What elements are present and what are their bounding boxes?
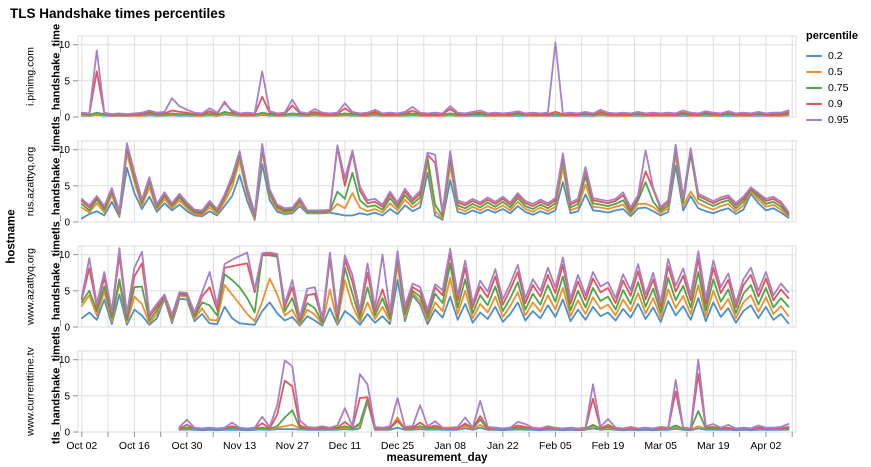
legend: percentile 0.2 0.5 0.75 0.9 0.95 — [806, 30, 858, 128]
series-line-p0.9 — [80, 70, 790, 116]
y-tick-label: 10 — [59, 250, 71, 261]
legend-label: 0.2 — [828, 50, 843, 62]
legend-swatch — [806, 103, 822, 105]
x-tick-label: Nov 13 — [223, 440, 256, 452]
x-tick-label: Oct 02 — [66, 440, 97, 452]
y-tick-label: 10 — [59, 40, 71, 51]
x-tick-label: Apr 02 — [750, 440, 781, 452]
facet-frame — [77, 245, 797, 328]
y-tick-label: 5 — [64, 76, 70, 87]
series-line-p0.5 — [80, 262, 790, 325]
legend-item-0.2: 0.2 — [806, 48, 858, 64]
x-tick-label: Jan 22 — [487, 440, 519, 452]
y-axis-title: tls_handshake_time — [50, 338, 63, 444]
x-tick-label: Mar 19 — [697, 440, 730, 452]
legend-item-0.5: 0.5 — [806, 64, 858, 80]
x-tick-label: Jan 08 — [434, 440, 466, 452]
y-tick-label: 0 — [64, 428, 70, 439]
series-line-p0.95 — [80, 142, 790, 215]
row-axis-title: hostname — [5, 209, 18, 264]
facet-frame — [77, 35, 797, 118]
series-line-p0.2 — [80, 279, 790, 327]
x-tick-label: Oct 16 — [119, 440, 150, 452]
legend-swatch — [806, 71, 822, 73]
legend-label: 0.5 — [828, 66, 843, 78]
facet-frame — [77, 350, 797, 433]
series-line-p0.95 — [80, 247, 790, 320]
y-tick-label: 0 — [64, 113, 70, 124]
facet-frame — [77, 140, 797, 223]
facet-hostname-label: www.currenttime.tv — [24, 346, 37, 436]
x-tick-label: Feb 05 — [539, 440, 572, 452]
legend-label: 0.95 — [828, 114, 849, 126]
y-tick-label: 5 — [64, 391, 70, 402]
x-tick-label: Dec 25 — [381, 440, 414, 452]
legend-label: 0.9 — [828, 98, 843, 110]
legend-label: 0.75 — [828, 82, 849, 94]
y-tick-label: 0 — [64, 323, 70, 334]
chart-title: TLS Handshake times percentiles — [10, 6, 226, 21]
x-tick-label: Mar 05 — [644, 440, 677, 452]
legend-item-0.9: 0.9 — [806, 96, 858, 112]
legend-title: percentile — [806, 30, 858, 42]
x-tick-label: Feb 19 — [592, 440, 625, 452]
legend-swatch — [806, 119, 822, 121]
legend-item-0.75: 0.75 — [806, 80, 858, 96]
legend-items: 0.2 0.5 0.75 0.9 0.95 — [806, 48, 858, 128]
series-line-p0.95 — [80, 41, 790, 115]
legend-item-0.95: 0.95 — [806, 112, 858, 128]
legend-swatch — [806, 87, 822, 89]
y-tick-label: 5 — [64, 286, 70, 297]
y-tick-label: 0 — [64, 218, 70, 229]
legend-swatch — [806, 55, 822, 57]
series-line-p0.95 — [178, 358, 790, 430]
x-tick-label: Nov 27 — [276, 440, 309, 452]
y-tick-label: 10 — [59, 355, 71, 366]
x-tick-label: Dec 11 — [329, 440, 362, 452]
y-tick-label: 10 — [59, 145, 71, 156]
series-line-p0.75 — [80, 254, 790, 324]
y-tick-label: 5 — [64, 181, 70, 192]
x-axis-title: measurement_day — [386, 452, 488, 464]
x-tick-label: Oct 30 — [172, 440, 203, 452]
